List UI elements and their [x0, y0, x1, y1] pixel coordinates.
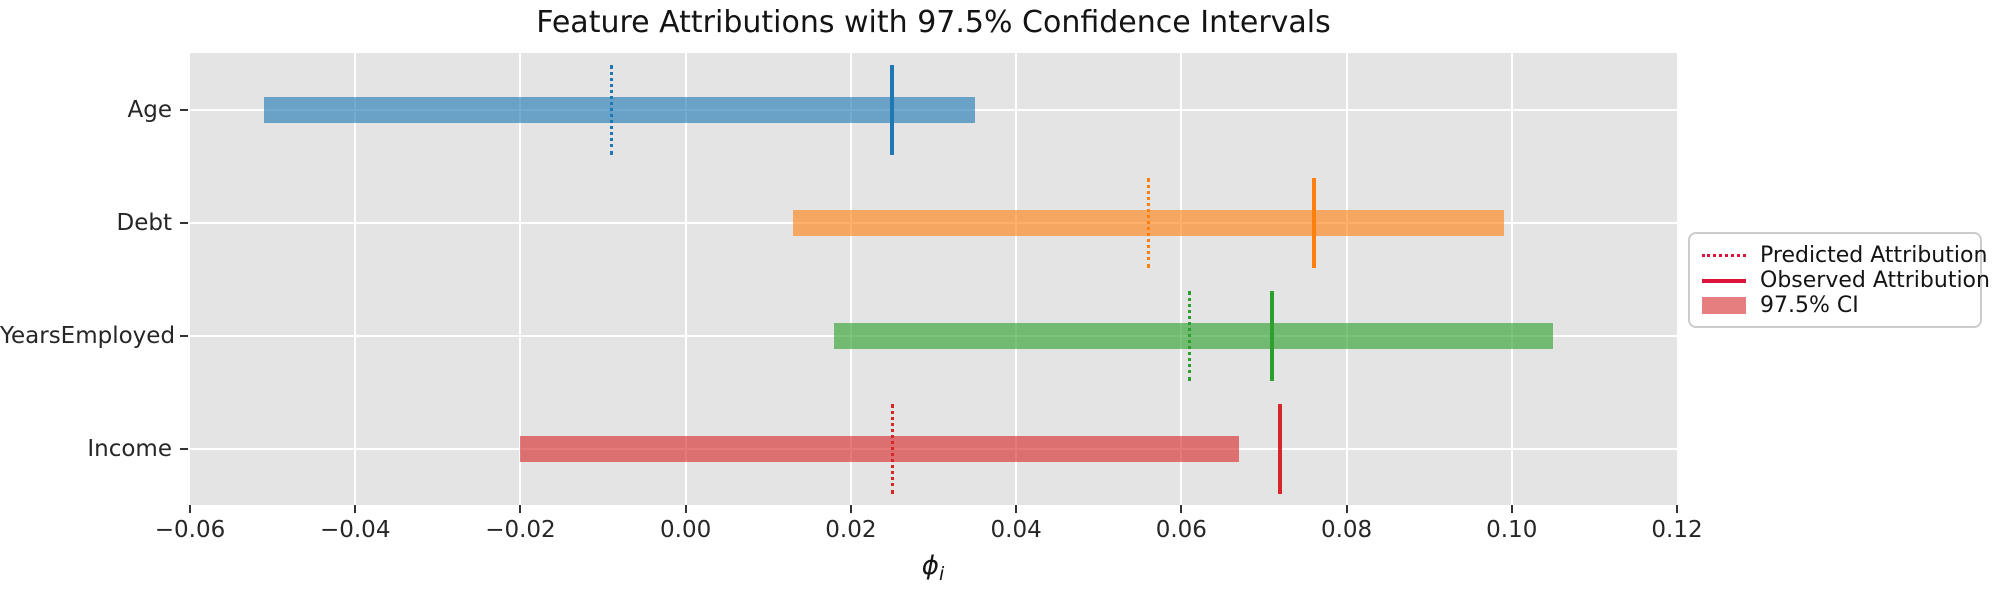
predicted-line-yearsemployed [1188, 290, 1192, 381]
legend-item-observed: Observed Attribution [1702, 268, 1990, 293]
x-tick-label: 0.12 [1651, 517, 1703, 543]
x-tick-mark [354, 505, 357, 513]
y-tick-label-income: Income [87, 435, 172, 462]
ci-patch-icon [1702, 297, 1746, 314]
y-tick-mark [180, 108, 188, 111]
x-gridline [1345, 53, 1348, 505]
legend-label-predicted: Predicted Attribution [1760, 243, 1988, 268]
x-tick-mark [1015, 505, 1018, 513]
phi-symbol: ϕ [921, 551, 939, 581]
observed-line-yearsemployed [1270, 290, 1275, 381]
y-tick-label-debt: Debt [116, 209, 172, 236]
legend-label-ci: 97.5% CI [1760, 293, 1859, 318]
y-tick-label-yearsemployed: YearsEmployed [0, 322, 176, 349]
ci-bar-age [264, 96, 975, 123]
x-tick-mark [519, 505, 522, 513]
x-gridline [684, 53, 687, 505]
observed-line-age [890, 64, 895, 155]
predicted-line-debt [1146, 177, 1150, 268]
x-tick-label: −0.04 [319, 517, 391, 543]
x-tick-mark [1180, 505, 1183, 513]
ci-bar-yearsemployed [834, 322, 1554, 349]
x-axis-label: ϕi [833, 551, 1033, 585]
chart-title: Feature Attributions with 97.5% Confiden… [536, 5, 1331, 40]
x-tick-mark [1345, 505, 1348, 513]
y-tick-mark [180, 334, 188, 337]
x-tick-label: 0.02 [825, 517, 877, 543]
observed-line-income [1278, 403, 1283, 494]
x-gridline [1180, 53, 1183, 505]
x-tick-mark [189, 505, 191, 513]
x-gridline [1015, 53, 1018, 505]
x-gridline [1510, 53, 1513, 505]
x-gridline [354, 53, 357, 505]
x-tick-label: 0.00 [660, 517, 712, 543]
y-tick-mark [180, 447, 188, 450]
y-tick-mark [180, 221, 188, 224]
x-tick-label: 0.04 [990, 517, 1042, 543]
x-tick-mark [1676, 505, 1678, 513]
observed-line-debt [1311, 177, 1316, 268]
legend: Predicted Attribution Observed Attributi… [1688, 232, 1990, 328]
dotted-line-icon [1702, 254, 1746, 257]
ci-bar-income [520, 435, 1240, 462]
legend-label-observed: Observed Attribution [1760, 268, 1990, 293]
x-tick-label: −0.06 [154, 517, 226, 543]
y-tick-label-age: Age [127, 96, 172, 123]
predicted-line-income [890, 403, 894, 494]
x-tick-mark [684, 505, 687, 513]
x-tick-label: −0.02 [485, 517, 556, 543]
x-tick-mark [1510, 505, 1513, 513]
legend-item-predicted: Predicted Attribution [1702, 243, 1987, 268]
x-tick-label: 0.10 [1486, 517, 1538, 543]
x-gridline [849, 53, 852, 505]
phi-subscript: i [938, 563, 945, 586]
plot-area [190, 53, 1677, 505]
x-tick-label: 0.08 [1320, 517, 1373, 543]
x-tick-label: 0.06 [1155, 517, 1207, 543]
predicted-line-age [609, 64, 613, 155]
solid-line-icon [1702, 278, 1746, 283]
x-tick-mark [849, 505, 852, 513]
x-gridline [519, 53, 522, 505]
legend-item-ci: 97.5% CI [1702, 293, 1970, 318]
